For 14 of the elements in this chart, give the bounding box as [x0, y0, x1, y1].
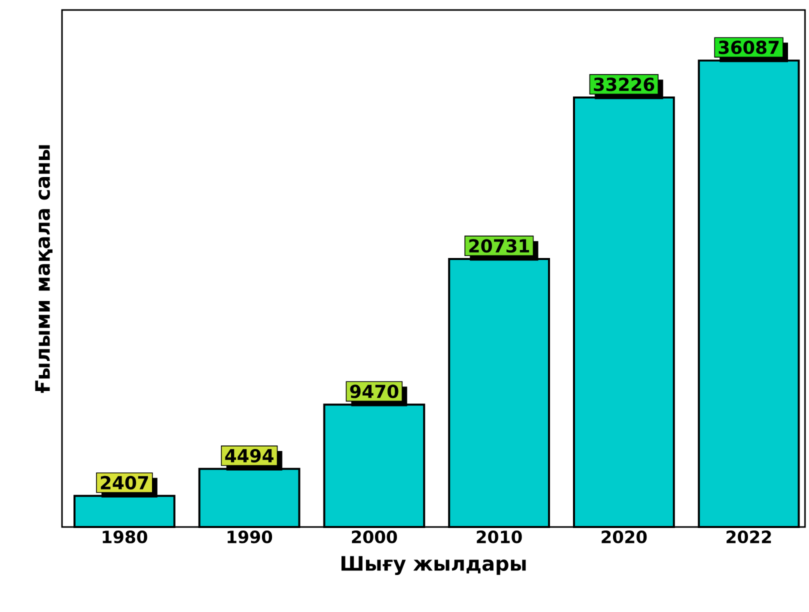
- data-label: 33226: [594, 78, 654, 92]
- data-label: 20731: [469, 239, 530, 253]
- data-label: 2407: [100, 476, 148, 490]
- data-label: 9470: [350, 384, 398, 398]
- x-tick-label: 2000: [352, 530, 397, 544]
- x-axis-title: Шығу жылдары: [342, 556, 526, 575]
- data-label: 36087: [718, 40, 779, 54]
- x-tick-label: 2022: [726, 530, 771, 544]
- x-tick-label: 1980: [102, 530, 148, 544]
- x-tick-label: 1990: [228, 530, 272, 544]
- y-axis-title: Ғылыми мақала саны: [35, 145, 52, 393]
- x-tick-label: 2020: [602, 530, 647, 544]
- data-label: 4494: [225, 448, 274, 462]
- x-tick-label: 2010: [476, 530, 522, 544]
